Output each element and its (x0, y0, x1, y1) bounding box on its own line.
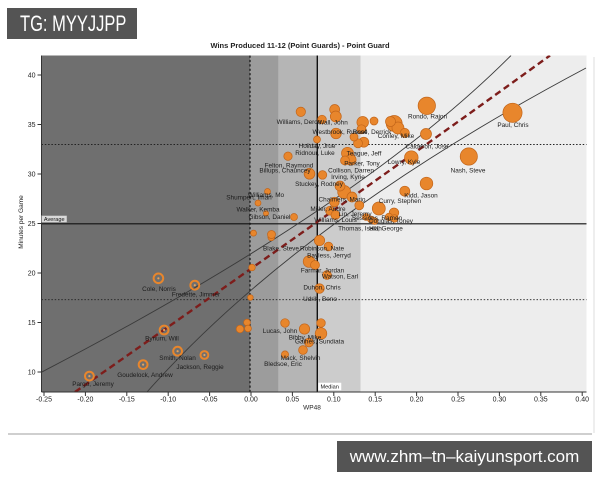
svg-text:0.15: 0.15 (368, 397, 382, 404)
svg-text:Blake, Steve: Blake, Steve (263, 246, 299, 253)
svg-text:Udrih, Beno: Udrih, Beno (303, 296, 337, 303)
svg-text:Smith, Nolan: Smith, Nolan (159, 355, 196, 362)
svg-text:Farmar, Jordan: Farmar, Jordan (301, 268, 345, 275)
svg-text:Cole, Norris: Cole, Norris (142, 286, 176, 293)
svg-text:-0.25: -0.25 (36, 397, 52, 404)
svg-text:Miller, Andre: Miller, Andre (310, 206, 346, 213)
svg-text:Lucas, John: Lucas, John (263, 328, 298, 335)
svg-text:Rondo, Rajon: Rondo, Rajon (408, 114, 448, 121)
svg-text:0.30: 0.30 (493, 397, 507, 404)
svg-text:25: 25 (28, 221, 36, 228)
svg-text:Bibby, Mike: Bibby, Mike (289, 335, 322, 342)
svg-text:Goudelock, Andrew: Goudelock, Andrew (117, 372, 173, 379)
svg-text:Billups, Chauncey: Billups, Chauncey (259, 168, 311, 175)
svg-text:Watson, Earl: Watson, Earl (322, 274, 358, 281)
svg-text:Calderon, Jose: Calderon, Jose (406, 144, 449, 151)
svg-text:Douglas, Toney: Douglas, Toney (369, 218, 414, 225)
svg-text:Wins Produced 11-12 (Point Gua: Wins Produced 11-12 (Point Guards) - Poi… (210, 41, 390, 50)
svg-text:-0.05: -0.05 (202, 397, 218, 404)
svg-text:Robinson, Nate: Robinson, Nate (300, 246, 344, 253)
svg-text:Thomas, Isaiah: Thomas, Isaiah (338, 226, 382, 233)
svg-text:Nash, Steve: Nash, Steve (451, 168, 486, 175)
svg-text:Fredette, Jimmer: Fredette, Jimmer (172, 292, 221, 299)
svg-text:0.35: 0.35 (534, 397, 548, 404)
svg-text:Felton, Raymond: Felton, Raymond (265, 163, 314, 170)
svg-text:-0.20: -0.20 (77, 397, 93, 404)
svg-text:Wall, John: Wall, John (318, 120, 348, 127)
svg-text:-0.10: -0.10 (160, 397, 176, 404)
svg-text:Irving, Kyrie: Irving, Kyrie (331, 174, 365, 181)
svg-text:10: 10 (28, 369, 36, 376)
svg-text:Duhon, Chris: Duhon, Chris (303, 285, 340, 292)
svg-text:35: 35 (28, 122, 36, 129)
svg-text:Gibson, Daniel: Gibson, Daniel (249, 214, 291, 221)
svg-text:Average: Average (44, 217, 65, 223)
svg-text:-0.15: -0.15 (119, 397, 135, 404)
svg-text:Collison, Darren: Collison, Darren (328, 168, 374, 175)
svg-text:Lowry, Kyle: Lowry, Kyle (388, 159, 421, 166)
svg-text:Holiday, Jrue: Holiday, Jrue (299, 143, 336, 150)
svg-text:Williams, Deron: Williams, Deron (277, 119, 322, 126)
svg-text:20: 20 (28, 270, 36, 277)
svg-text:0.05: 0.05 (286, 397, 300, 404)
svg-text:Curry, Stephen: Curry, Stephen (379, 198, 422, 205)
svg-text:Ridnour, Luke: Ridnour, Luke (295, 150, 335, 157)
svg-text:0.20: 0.20 (410, 397, 424, 404)
svg-text:Jackson, Reggie: Jackson, Reggie (176, 364, 224, 371)
svg-text:0.10: 0.10 (327, 397, 341, 404)
svg-text:Parker, Tony: Parker, Tony (344, 161, 380, 168)
svg-text:0.25: 0.25 (451, 397, 465, 404)
svg-text:Pargo, Jeremy: Pargo, Jeremy (72, 381, 114, 388)
svg-text:Kidd, Jason: Kidd, Jason (404, 193, 438, 200)
svg-text:Shumpert, Iman: Shumpert, Iman (226, 195, 272, 202)
svg-text:WP48: WP48 (303, 405, 321, 412)
svg-text:Median: Median (321, 385, 339, 391)
svg-text:Conley, Mike: Conley, Mike (378, 133, 415, 140)
svg-text:Lin, Jeremy: Lin, Jeremy (338, 211, 372, 218)
svg-text:Sessions, Ramon: Sessions, Ramon (352, 215, 403, 222)
svg-text:Westbrook, Russell: Westbrook, Russell (313, 129, 368, 136)
svg-text:30: 30 (28, 171, 36, 178)
svg-text:Stuckey, Rodney: Stuckey, Rodney (295, 181, 344, 188)
svg-text:Paul, Chris: Paul, Chris (497, 122, 528, 129)
svg-text:0.40: 0.40 (575, 397, 589, 404)
svg-text:15: 15 (28, 320, 36, 327)
svg-text:Mack, Shelvin: Mack, Shelvin (281, 355, 321, 362)
svg-text:Rose, Derrick: Rose, Derrick (353, 129, 393, 136)
svg-text:Gaines, Sundiata: Gaines, Sundiata (295, 339, 344, 346)
svg-text:Teague, Jeff: Teague, Jeff (347, 151, 382, 158)
svg-text:Bayless, Jerryd: Bayless, Jerryd (307, 253, 351, 260)
svg-text:Williams, Louis: Williams, Louis (314, 217, 357, 224)
svg-text:Bynum, Will: Bynum, Will (145, 336, 179, 343)
svg-text:0.00: 0.00 (244, 397, 258, 404)
svg-text:Williams, Mo: Williams, Mo (248, 192, 285, 199)
svg-text:40: 40 (28, 72, 36, 79)
svg-text:Bledsoe, Eric: Bledsoe, Eric (264, 361, 302, 368)
svg-text:Hill, George: Hill, George (369, 226, 403, 233)
svg-text:Chalmers, Mario: Chalmers, Mario (319, 197, 366, 204)
svg-text:Minutes per Game: Minutes per Game (18, 195, 25, 249)
svg-text:Walker, Kemba: Walker, Kemba (236, 207, 280, 214)
